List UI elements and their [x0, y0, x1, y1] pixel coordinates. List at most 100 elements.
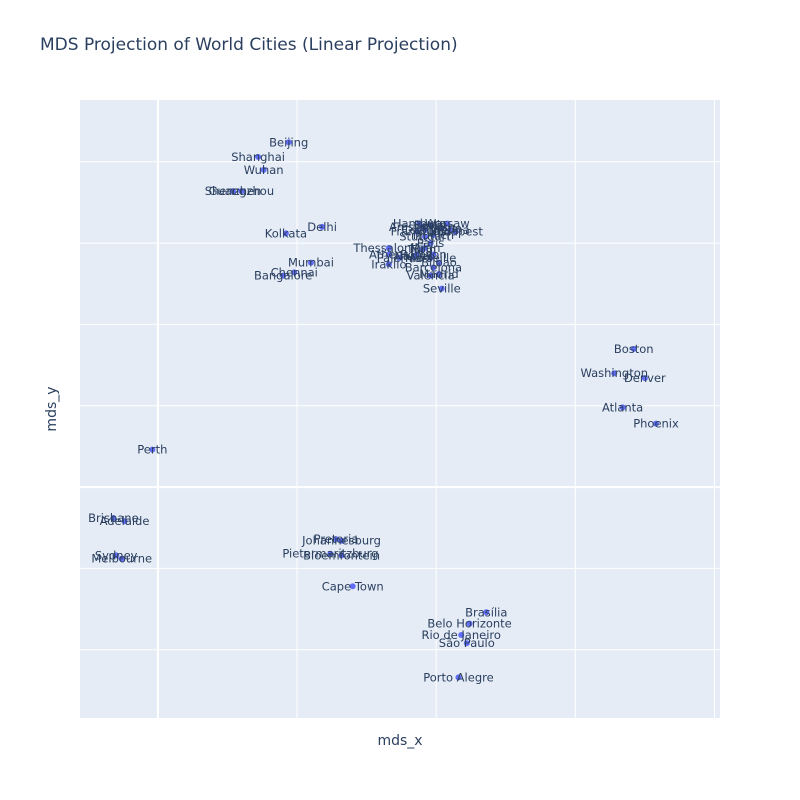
data-label: Washington: [580, 366, 648, 380]
data-label: Palermo: [377, 251, 424, 265]
data-label: Belo Horizonte: [427, 617, 511, 631]
data-label: Budapest: [428, 225, 483, 239]
data-label: Stuttgart: [399, 230, 451, 244]
data-label: Johannesburg: [301, 534, 381, 548]
data-label: Porto Alegre: [423, 670, 493, 684]
data-label: Kolkata: [265, 226, 307, 240]
data-label: Lyon: [420, 248, 446, 262]
data-point: [430, 251, 437, 258]
data-point: [447, 227, 454, 234]
data-label: Pietermaritzburg: [282, 547, 378, 561]
data-label: Naples: [394, 249, 433, 263]
data-label: Wuhan: [244, 163, 284, 177]
data-point: [285, 139, 292, 146]
data-point: [611, 370, 618, 377]
data-label: Denver: [624, 371, 666, 385]
data-point: [410, 253, 417, 260]
data-point: [238, 188, 245, 195]
data-point: [338, 537, 345, 544]
data-point: [483, 609, 490, 616]
data-label: Vienna: [430, 223, 470, 237]
data-label: Milan: [410, 241, 441, 255]
data-point: [438, 225, 445, 232]
data-label: Seville: [423, 282, 461, 296]
data-label: Mumbai: [288, 256, 334, 270]
data-point: [260, 166, 267, 173]
data-point: [430, 231, 437, 238]
data-point: [422, 233, 429, 240]
data-point: [653, 420, 659, 427]
data-label: Perth: [137, 443, 167, 457]
data-label: Hamburg: [393, 217, 446, 231]
data-point: [419, 246, 426, 253]
data-label: Munich: [413, 228, 454, 242]
data-point: [435, 271, 442, 278]
data-point: [630, 345, 637, 352]
data-point: [118, 555, 125, 562]
data-point: [422, 227, 429, 234]
data-label: Paris: [417, 236, 444, 250]
data-point: [455, 674, 462, 681]
data-label: Frankfurt: [391, 225, 444, 239]
data-label: Shenzhen: [205, 184, 262, 198]
plot-area: [80, 100, 720, 718]
data-label: Valencia: [407, 269, 455, 283]
data-point: [397, 254, 403, 261]
data-point: [255, 153, 262, 160]
data-label: Warsaw: [425, 217, 470, 231]
data-label: Bangalore: [254, 269, 312, 283]
data-point: [641, 375, 648, 382]
data-label: Guangzhou: [209, 184, 275, 198]
data-point: [619, 404, 626, 411]
data-point: [280, 272, 287, 279]
data-label: Athens: [369, 248, 409, 262]
data-label: Shanghai: [231, 150, 285, 164]
data-point: [413, 228, 420, 235]
data-point: [385, 261, 392, 268]
data-point: [230, 188, 237, 195]
data-point: [121, 518, 128, 525]
data-point: [333, 536, 339, 543]
data-label: Berlin: [414, 218, 447, 232]
data-point: [149, 446, 156, 453]
data-markers: [110, 139, 659, 681]
y-axis-title: mds_y: [44, 386, 60, 431]
data-label: Madrid: [419, 267, 459, 281]
data-label: São Paulo: [439, 636, 495, 650]
data-point: [430, 264, 437, 271]
data-point: [110, 514, 117, 521]
data-label: Sydney: [95, 548, 138, 562]
data-point: [427, 272, 434, 279]
data-label: Phoenix: [633, 417, 679, 431]
data-point: [385, 244, 392, 251]
data-point: [444, 220, 451, 227]
data-label: Amsterdam: [389, 220, 456, 234]
data-label: Beijing: [269, 135, 308, 149]
data-label: Thessaloniki: [352, 241, 424, 255]
data-label: Bloemfontein: [303, 548, 380, 562]
data-point: [435, 259, 442, 266]
data-point: [385, 251, 392, 258]
data-point: [113, 552, 120, 559]
data-point: [427, 240, 434, 247]
data-label: Bilbao: [421, 256, 457, 270]
data-point: [452, 228, 459, 235]
data-point: [466, 620, 473, 627]
data-label: Adelaide: [100, 514, 150, 528]
data-label: Pretoria: [314, 532, 359, 546]
x-axis-title: mds_x: [377, 733, 422, 749]
data-label: Cape Town: [322, 579, 384, 593]
data-label: Brasília: [465, 605, 507, 619]
data-point: [327, 550, 334, 557]
data-point: [319, 223, 326, 230]
data-label: Cologne: [402, 223, 449, 237]
data-label: Rome: [400, 248, 433, 262]
data-point: [338, 552, 345, 559]
data-label: Turin: [407, 243, 436, 257]
data-point: [427, 222, 434, 229]
data-label: Chennai: [271, 265, 318, 279]
grid-lines: [80, 100, 720, 718]
data-label: Boston: [614, 342, 654, 356]
